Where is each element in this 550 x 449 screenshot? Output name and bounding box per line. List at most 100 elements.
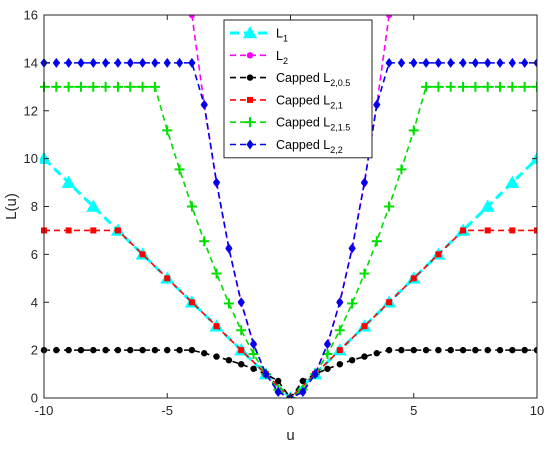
data-point-capped-2-0.5 — [65, 346, 72, 354]
data-point-l1 — [530, 151, 537, 164]
data-point-capped-2-0.5 — [373, 350, 380, 357]
data-point-capped-2-0.5 — [213, 353, 220, 360]
data-point-capped-2-2 — [102, 57, 110, 68]
legend-label: Capped L2,1.5 — [276, 116, 350, 133]
data-point-capped-2-2 — [360, 177, 369, 188]
data-point-l1 — [61, 175, 76, 188]
data-point-capped-2-2 — [434, 57, 442, 68]
legend-label: Capped L2,2 — [276, 138, 343, 155]
data-point-capped-2-0.5 — [521, 346, 528, 354]
x-tick-label: 0 — [287, 403, 294, 418]
legend-marker — [246, 139, 254, 150]
data-point-capped-2-1.5 — [149, 81, 160, 92]
data-point-capped-2-1.5 — [482, 81, 493, 92]
series-layer — [40, 15, 537, 398]
legend-entry-capped-2-1: Capped L2,1 — [230, 93, 343, 110]
data-point-capped-2-2 — [397, 57, 406, 68]
series-line-capped-2-0.5 — [44, 349, 537, 398]
data-point-capped-2-2 — [237, 297, 245, 308]
data-point-capped-2-1.5 — [223, 298, 234, 309]
data-point-capped-2-2 — [188, 57, 196, 68]
data-point-capped-2-0.5 — [151, 346, 159, 354]
data-point-capped-2-2 — [422, 57, 430, 68]
data-point-capped-2-1.5 — [458, 81, 469, 92]
y-tick-label: 10 — [24, 151, 38, 166]
data-point-capped-2-0.5 — [459, 346, 467, 354]
data-point-capped-2-0.5 — [509, 346, 516, 354]
data-point-capped-2-1.5 — [199, 236, 210, 247]
data-point-capped-2-0.5 — [422, 346, 430, 354]
data-point-capped-2-0.5 — [225, 356, 233, 364]
data-point-l1 — [505, 175, 520, 188]
legend-label: L2 — [276, 49, 288, 66]
data-point-capped-2-2 — [151, 57, 159, 68]
data-point-capped-2-0.5 — [447, 346, 454, 354]
data-point-capped-2-0.5 — [176, 346, 183, 354]
data-point-capped-2-0.5 — [274, 377, 282, 385]
data-point-capped-2-2 — [323, 339, 332, 350]
data-point-capped-2-0.5 — [472, 346, 479, 354]
data-point-capped-2-1.5 — [88, 81, 99, 92]
data-point-capped-2-1.5 — [519, 81, 530, 92]
data-point-capped-2-0.5 — [90, 346, 97, 354]
data-point-capped-2-1.5 — [347, 298, 358, 309]
y-axis-label: L(u) — [3, 193, 20, 220]
data-point-capped-2-2 — [348, 243, 356, 254]
data-point-capped-2-2 — [299, 387, 307, 398]
legend-entry-capped-2-0.5: Capped L2,0.5 — [230, 71, 350, 88]
legend-marker — [246, 52, 254, 59]
data-point-capped-2-0.5 — [139, 346, 146, 354]
data-point-l1 — [40, 151, 51, 164]
data-point-capped-2-1.5 — [507, 81, 518, 92]
data-point-capped-2-1 — [361, 323, 368, 330]
data-point-capped-2-1 — [484, 227, 491, 234]
x-tick-label: -10 — [35, 403, 54, 418]
data-point-capped-2-1 — [238, 347, 245, 354]
x-tick-label: 5 — [410, 403, 417, 418]
data-point-capped-2-2 — [496, 57, 504, 68]
series-line-capped-2-1 — [44, 229, 537, 398]
y-tick-label: 12 — [24, 103, 38, 118]
data-point-capped-2-1 — [509, 227, 516, 234]
data-point-capped-2-0.5 — [102, 346, 109, 354]
data-point-capped-2-2 — [484, 57, 492, 68]
data-point-capped-2-1.5 — [470, 81, 481, 92]
data-point-capped-2-1 — [114, 227, 121, 234]
data-point-capped-2-2 — [89, 57, 97, 68]
data-point-capped-2-1 — [188, 299, 195, 306]
data-point-capped-2-0.5 — [53, 346, 60, 354]
data-point-capped-2-0.5 — [201, 350, 208, 357]
data-point-capped-2-2 — [114, 57, 122, 68]
data-point-capped-2-2 — [163, 57, 171, 68]
series-line-capped-2-2 — [44, 62, 537, 398]
data-point-capped-2-1.5 — [248, 348, 259, 359]
data-point-capped-2-2 — [212, 177, 221, 188]
legend: L1 L2 Capped L2,0.5 Capped L2,1 Capped L2,1.… — [223, 19, 373, 159]
data-point-capped-2-1.5 — [100, 81, 111, 92]
data-point-capped-2-1.5 — [51, 81, 62, 92]
legend-entry-capped-2-2: Capped L2,2 — [230, 138, 343, 155]
data-point-capped-2-1.5 — [532, 81, 537, 92]
data-point-capped-2-1 — [460, 227, 467, 234]
data-point-capped-2-0.5 — [484, 346, 491, 354]
data-point-capped-2-0.5 — [324, 365, 331, 372]
data-point-capped-2-2 — [311, 369, 319, 380]
data-point-capped-2-1 — [164, 275, 171, 282]
data-point-capped-2-1.5 — [396, 164, 407, 175]
data-point-capped-2-1 — [410, 275, 417, 282]
data-point-capped-2-1.5 — [174, 164, 185, 175]
data-point-capped-2-0.5 — [348, 356, 356, 364]
data-point-capped-2-1 — [65, 227, 72, 234]
data-point-capped-2-0.5 — [398, 346, 405, 354]
data-point-capped-2-0.5 — [496, 346, 504, 354]
data-point-l2 — [385, 15, 393, 19]
data-point-capped-2-1.5 — [445, 81, 456, 92]
y-tick-label: 6 — [31, 247, 38, 262]
data-point-capped-2-1 — [534, 227, 537, 234]
series-capped-2-0.5 — [40, 346, 537, 398]
y-tick-label: 2 — [31, 343, 38, 358]
data-point-capped-2-0.5 — [238, 361, 245, 368]
data-point-capped-2-2 — [262, 369, 270, 380]
data-point-capped-2-2 — [508, 57, 516, 68]
